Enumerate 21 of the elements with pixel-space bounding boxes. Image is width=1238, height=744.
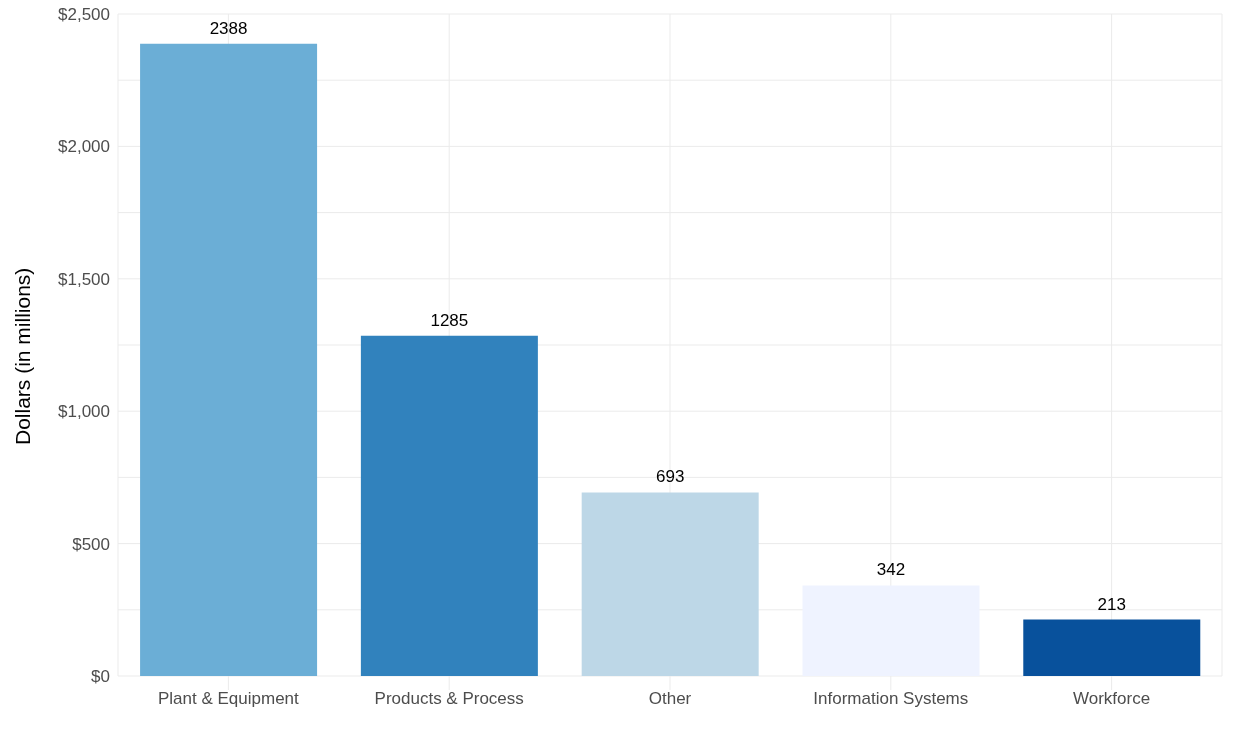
y-tick-label: $2,500 bbox=[58, 5, 110, 25]
bar bbox=[140, 43, 318, 676]
x-tick-label: Other bbox=[648, 689, 692, 709]
y-tick-label: $0 bbox=[91, 667, 110, 687]
data-label: 342 bbox=[876, 560, 906, 580]
data-label: 2388 bbox=[209, 18, 248, 38]
bar bbox=[581, 492, 759, 676]
y-tick-label: $500 bbox=[72, 534, 110, 554]
data-label: 213 bbox=[1097, 594, 1126, 614]
y-axis-title: Dollars (in millions) bbox=[11, 267, 35, 445]
x-tick-label: Plant & Equipment bbox=[157, 689, 300, 709]
data-label: 1285 bbox=[430, 310, 469, 330]
y-tick-label: $2,000 bbox=[58, 137, 110, 157]
y-tick-label: $1,500 bbox=[58, 269, 110, 289]
bar bbox=[360, 335, 538, 676]
x-tick-label: Information Systems bbox=[813, 689, 969, 709]
data-label: 693 bbox=[655, 467, 685, 487]
y-tick-label: $1,000 bbox=[58, 402, 110, 422]
bar bbox=[1023, 619, 1201, 676]
x-tick-label: Workforce bbox=[1073, 689, 1151, 709]
x-tick-label: Products & Process bbox=[374, 689, 524, 709]
